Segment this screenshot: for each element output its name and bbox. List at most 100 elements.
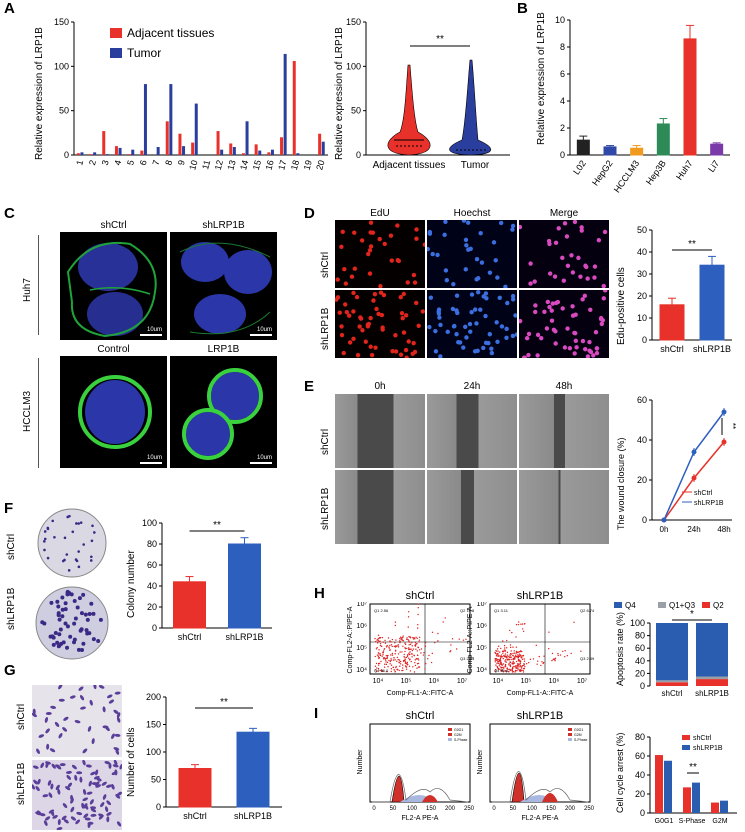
a1-bar-0-14 [254,144,258,155]
flow-pt-0-168 [455,648,458,650]
chart-d: Edu-positive cells 0 10 20 30 40 50 shCtrl shLR… [616,225,732,354]
flow-pt-1-126 [515,646,518,648]
a1-bar-1-14 [258,150,262,155]
flow-pt-0-284 [386,655,389,657]
flow-pt-0-80 [386,656,389,658]
d-image-0-0 [335,220,425,288]
flow-pt-0-57 [379,669,381,672]
colony-dot-88 [65,589,70,594]
gw1-cell-14 [38,734,45,738]
flow-pt-0-258 [399,641,401,644]
flow-pt-1-282 [503,655,505,658]
flow-pt-0-129 [414,659,416,661]
flow-pt-0-145 [377,641,379,643]
gw1-cell-28 [82,748,88,754]
flow-pt-1-77 [537,660,539,662]
a1-bar-1-16 [283,53,287,155]
e-image-1-0 [335,470,425,544]
flow-pt-0-123 [374,655,376,658]
colony-dot-72 [63,621,68,626]
g-ytick-label-3: 150 [146,720,161,730]
colony-dot-81 [49,600,54,605]
a1-bar-0-13 [241,153,245,155]
colony-dot-65 [81,641,86,646]
flow-pt-0-24 [411,642,413,644]
flow-pt-0-222 [379,637,381,639]
hist-fit-0 [372,774,469,803]
b-bar-1 [603,146,617,156]
flow-pt-1-141 [500,664,503,666]
h-legend-swatch-2 [614,602,622,608]
flow-pt-0-283 [405,662,407,665]
gw2-cell-71 [88,780,92,787]
gw2-cell-30 [90,808,97,813]
chart-h: Apoptosis rate (%) 0 20 40 60 80 100 shCtrl shL… [614,601,729,698]
flow-pt-1-87 [519,660,522,662]
flow-pt-0-154 [423,651,425,654]
b-bar-0 [576,139,590,156]
b-bar-2 [630,147,644,156]
gw2-cell-31 [113,760,118,766]
flow-pt-1-273 [566,654,569,657]
flow-pt-1-295 [516,666,518,668]
flow-pt-0-218 [391,654,394,656]
colony-dot-0 [46,556,50,560]
d-ytick-label-5: 50 [637,225,647,235]
f-row2-label: shLRP1B [6,587,17,630]
flow-pt-1-222 [513,650,515,652]
hist-legend-label-1-0: G0G1 [574,728,583,732]
gw2-cell-55 [116,821,122,827]
flow-pt-0-281 [389,640,391,643]
a1-bar-1-2 [105,154,109,155]
colony-dot-26 [63,536,67,540]
flow-pt-1-182 [551,659,553,662]
flow-pt-0-211 [418,639,421,641]
flow-pt-1-140 [562,650,564,653]
flow-pt-0-179 [403,656,405,658]
flow-pt-0-94 [389,663,391,665]
colony-dot-4 [90,539,94,543]
a1-bar-1-9 [194,103,198,155]
gw2-cell-32 [94,769,99,776]
a2-violin-tumor [449,59,492,156]
flow-pt-1-287 [528,661,530,664]
flow-pt-0-151 [416,667,418,669]
flow-pt-0-275 [408,648,410,651]
colony-dot-82 [55,599,60,604]
flow-pt-0-164 [389,649,391,652]
d-image-1-2 [519,290,609,358]
flow-pt-0-20 [412,637,414,639]
flow-pt-0-198 [402,635,404,637]
flow-ytick-1-0: 10⁴ [476,667,487,674]
flow-pt-0-18 [416,627,419,629]
flow-pt-1-119 [541,661,543,663]
h-legend-swatch-1 [658,602,666,608]
h-ytick-label-1: 20 [635,668,645,678]
colony-dot-54 [85,617,90,622]
chart-g-plot: 0 50 100 150 200 shCtrl shLRP1B ** [146,692,282,821]
colony-dot-87 [72,637,77,642]
flow-pt-1-277 [511,668,513,670]
colony-dot-47 [48,634,53,639]
flow-pt-1-166 [507,670,510,673]
a1-bar-0-5 [140,150,144,155]
flow-pt-0-196 [428,654,430,657]
colony-dot-40 [96,639,101,644]
e-image-0-0 [335,394,425,468]
flow-pt-1-298 [495,653,498,655]
flow-pt-1-139 [509,656,511,659]
flow-pt-0-288 [395,639,397,641]
hist-xtick-1-5: 250 [584,806,595,812]
flow-q4-0: Q4 96.0 [374,668,389,673]
colony-dot-57 [53,630,58,635]
flow-pt-0-7 [420,652,422,654]
flow-pt-1-198 [509,644,512,646]
a1-bar-0-8 [178,133,182,155]
f-ytick-label-1: 20 [147,602,157,612]
a1-bar-0-7 [165,121,169,155]
flow-pt-1-92 [515,660,518,663]
a1-bar-1-7 [169,84,173,155]
hist-frame-1 [489,723,591,803]
